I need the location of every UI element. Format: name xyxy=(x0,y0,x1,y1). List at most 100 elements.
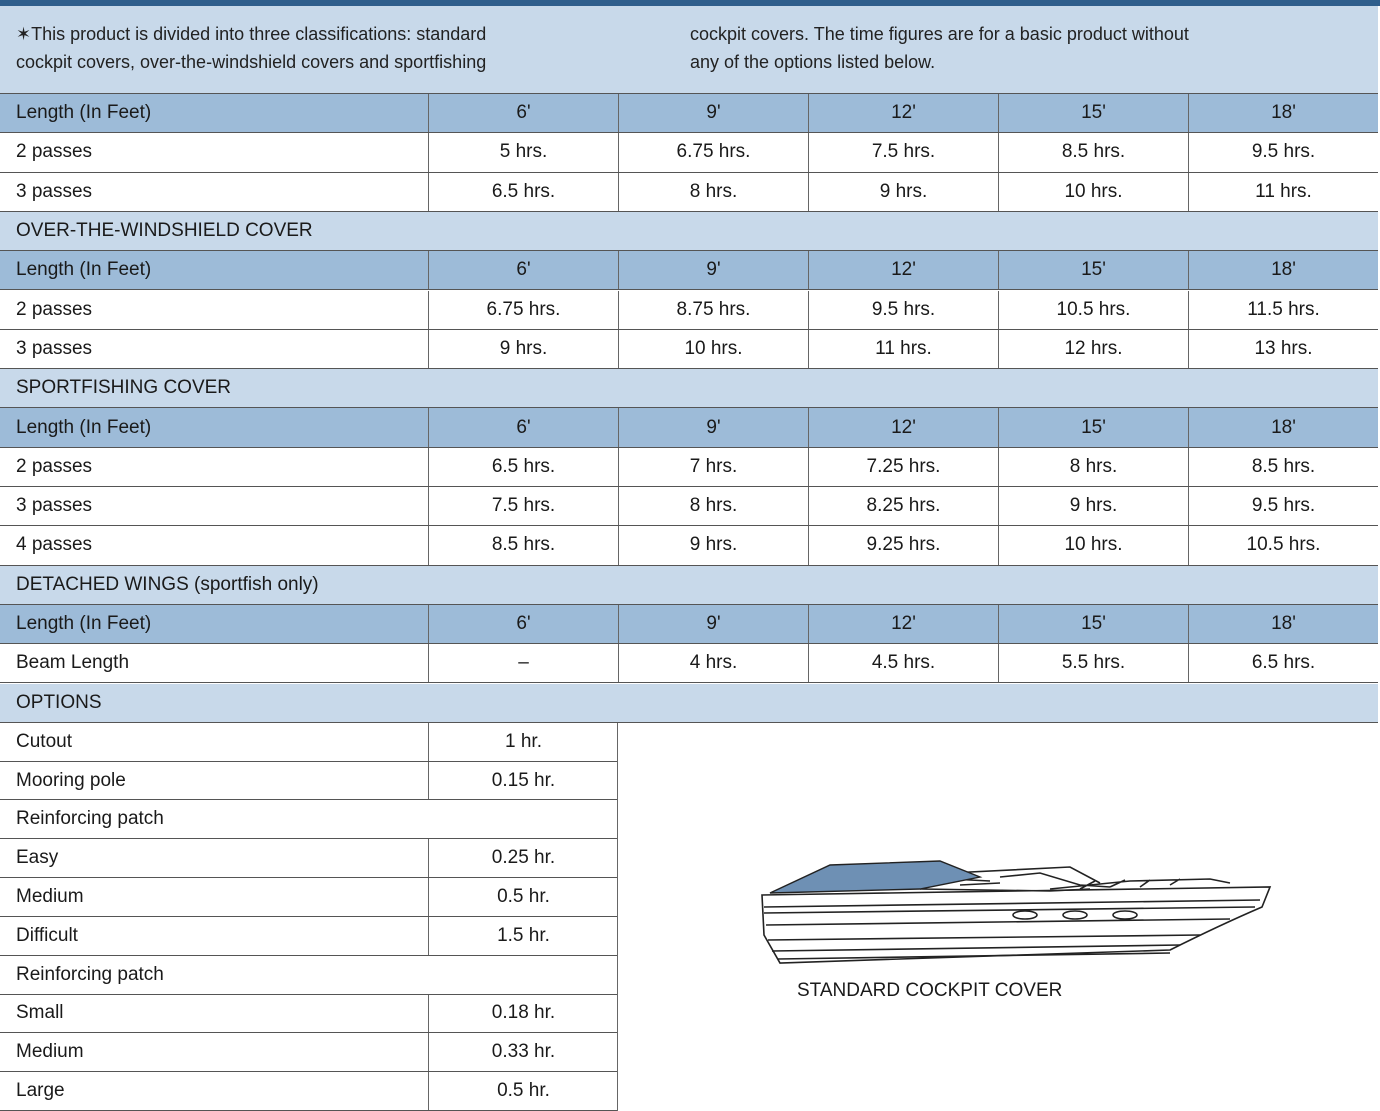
section-title: DETACHED WINGS (sportfish only) xyxy=(0,565,1378,605)
value-cell: 10 hrs. xyxy=(998,526,1188,565)
value-cell: 1.5 hr. xyxy=(428,916,618,955)
value-cell: 18' xyxy=(1188,251,1378,290)
value-cell: 15' xyxy=(998,251,1188,290)
row-label: 2 passes xyxy=(16,141,93,163)
value-cell: 9 hrs. xyxy=(998,487,1188,526)
value-cell: 8.5 hrs. xyxy=(428,526,618,565)
header-row: Length (In Feet) 6' 9' 12' 15' 18' xyxy=(0,604,1378,645)
note-line: any of the options listed below. xyxy=(690,52,936,72)
value-cell: 12' xyxy=(808,408,998,447)
value-cell: 6' xyxy=(428,604,618,644)
row-label: Length (In Feet) xyxy=(16,613,152,635)
row-label: 3 passes xyxy=(16,495,93,517)
value-cell: 0.5 hr. xyxy=(428,1072,618,1110)
value-cell: 9 hrs. xyxy=(428,329,618,369)
value-cell: 9.25 hrs. xyxy=(808,526,998,565)
row-label: 3 passes xyxy=(16,337,93,359)
section-title: OVER-THE-WINDSHIELD COVER xyxy=(0,211,1378,252)
value-cell: 8 hrs. xyxy=(618,487,808,526)
value-cell: 10.5 hrs. xyxy=(1188,526,1378,565)
row-label: Small xyxy=(16,1002,64,1024)
option-row: Reinforcing patch xyxy=(0,800,618,840)
value-cell: 13 hrs. xyxy=(1188,329,1378,369)
value-cell: 0.5 hr. xyxy=(428,878,618,916)
value-cell: 11.5 hrs. xyxy=(1188,290,1378,329)
value-cell: 9' xyxy=(618,251,808,290)
value-cell: 8.75 hrs. xyxy=(618,290,808,329)
option-row: Easy 0.25 hr. xyxy=(0,839,618,879)
row-label: SPORTFISHING COVER xyxy=(16,377,232,399)
top-strip xyxy=(0,0,1380,6)
option-row: Medium 0.33 hr. xyxy=(0,1033,618,1073)
row-label: Length (In Feet) xyxy=(16,416,152,438)
note-line: cockpit covers. The time figures are for… xyxy=(690,24,1189,44)
row-label: Reinforcing patch xyxy=(16,808,164,830)
value-cell: 9' xyxy=(618,94,808,133)
option-row: Large 0.5 hr. xyxy=(0,1072,618,1111)
boat-illustration xyxy=(761,860,1272,964)
data-row: 2 passes 6.75 hrs. 8.75 hrs. 9.5 hrs. 10.5 h… xyxy=(0,290,1378,330)
value-cell: 18' xyxy=(1188,408,1378,447)
row-label: Cutout xyxy=(16,730,72,752)
value-cell: 4.5 hrs. xyxy=(808,644,998,683)
data-row: 3 passes 7.5 hrs. 8 hrs. 8.25 hrs. 9 hrs. 9.5… xyxy=(0,487,1378,527)
row-label: 4 passes xyxy=(16,534,93,556)
value-cell: 6.5 hrs. xyxy=(428,172,618,211)
row-label: Easy xyxy=(16,847,59,869)
value-cell: 8 hrs. xyxy=(618,172,808,211)
data-row: 3 passes 6.5 hrs. 8 hrs. 9 hrs. 10 hrs. 11 hr… xyxy=(0,172,1378,212)
row-label: Length (In Feet) xyxy=(16,259,152,281)
value-cell: 6.5 hrs. xyxy=(428,447,618,486)
note: ✶This product is divided into three clas… xyxy=(0,6,1378,94)
option-row: Small 0.18 hr. xyxy=(0,994,618,1034)
value-cell: 9.5 hrs. xyxy=(808,290,998,329)
row-label: Mooring pole xyxy=(16,769,126,791)
value-cell: 15' xyxy=(998,408,1188,447)
figure-caption: STANDARD COCKPIT COVER xyxy=(797,980,1063,1001)
value-cell: 0.15 hr. xyxy=(428,761,618,800)
data-row: 2 passes 6.5 hrs. 7 hrs. 7.25 hrs. 8 hrs. 8.5… xyxy=(0,447,1378,487)
value-cell: 6.75 hrs. xyxy=(428,290,618,329)
value-cell: 12 hrs. xyxy=(998,329,1188,369)
option-row: Cutout 1 hr. xyxy=(0,722,618,762)
option-row: Medium 0.5 hr. xyxy=(0,878,618,917)
value-cell: 0.18 hr. xyxy=(428,994,618,1033)
row-label: 2 passes xyxy=(16,455,93,477)
row-label: Medium xyxy=(16,885,84,907)
note-column: ✶This product is divided into three clas… xyxy=(16,20,486,76)
value-cell: 9 hrs. xyxy=(618,526,808,565)
note-line: ✶This product is divided into three clas… xyxy=(16,24,487,44)
value-cell: 5 hrs. xyxy=(428,133,618,172)
row-label: Beam Length xyxy=(16,652,130,674)
value-cell: 9' xyxy=(618,408,808,447)
row-label: 2 passes xyxy=(16,298,93,320)
value-cell: 12' xyxy=(808,251,998,290)
option-row: Mooring pole 0.15 hr. xyxy=(0,761,618,801)
value-cell: 1 hr. xyxy=(428,722,618,761)
value-cell: 6' xyxy=(428,94,618,133)
option-row: Reinforcing patch xyxy=(0,955,618,995)
header-row: Length (In Feet) 6' 9' 12' 15' 18' xyxy=(0,251,1378,291)
value-cell: 9' xyxy=(618,604,808,644)
row-label: OPTIONS xyxy=(16,691,102,713)
row-label: Difficult xyxy=(16,924,78,946)
value-cell: 9.5 hrs. xyxy=(1188,487,1378,526)
value-cell: 8.5 hrs. xyxy=(998,133,1188,172)
value-cell: 8.5 hrs. xyxy=(1188,447,1378,486)
row-label: 3 passes xyxy=(16,180,93,202)
data-row: 3 passes 9 hrs. 10 hrs. 11 hrs. 12 hrs. 13 hr… xyxy=(0,329,1378,370)
option-row: Difficult 1.5 hr. xyxy=(0,916,618,956)
row-label: DETACHED WINGS (sportfish only) xyxy=(16,573,319,595)
value-cell: 9.5 hrs. xyxy=(1188,133,1378,172)
value-cell: 18' xyxy=(1188,94,1378,133)
row-label: Large xyxy=(16,1080,65,1102)
value-cell: 7.25 hrs. xyxy=(808,447,998,486)
value-cell: – xyxy=(428,644,618,683)
value-cell: 6.75 hrs. xyxy=(618,133,808,172)
value-cell: 7.5 hrs. xyxy=(808,133,998,172)
row-label: Medium xyxy=(16,1041,84,1063)
value-cell: 5.5 hrs. xyxy=(998,644,1188,683)
value-cell: 7.5 hrs. xyxy=(428,487,618,526)
value-cell: 8.25 hrs. xyxy=(808,487,998,526)
